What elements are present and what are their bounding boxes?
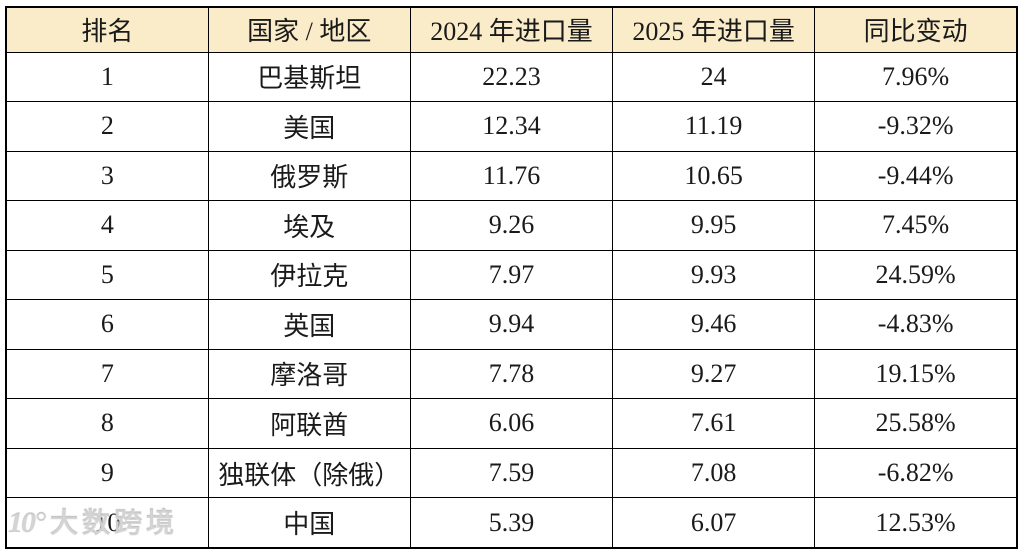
country-cell: 摩洛哥 [207,348,411,400]
imports-2024-cell: 9.94 [409,299,614,350]
imports-ranking-table: 排名 国家 / 地区 2024 年进口量 2025 年进口量 同比变动 1 巴基斯… [5,6,1018,549]
imports-2024-cell: 22.23 [409,51,614,103]
yoy-change-cell: -9.44% [814,150,1018,202]
imports-2024-cell: 5.39 [409,497,614,549]
country-cell: 巴基斯坦 [207,51,411,103]
imports-2025-cell: 9.95 [612,200,816,251]
imports-2024-cell: 6.06 [409,398,614,449]
imports-2025-cell: 9.27 [612,348,816,400]
table-row: 2 美国 12.34 11.19 -9.32% [5,101,1018,152]
table-header: 排名 国家 / 地区 2024 年进口量 2025 年进口量 同比变动 [5,6,1018,53]
imports-2025-cell: 7.08 [612,447,816,499]
rank-cell: 2 [5,101,209,152]
rank-cell: 3 [5,150,209,202]
imports-2025-cell: 9.46 [612,299,816,350]
column-header-yoy-change: 同比变动 [814,6,1018,53]
rank-cell: 10 [5,497,209,549]
imports-2025-cell: 7.61 [612,398,816,449]
rank-cell: 4 [5,200,209,251]
country-cell: 中国 [207,497,411,549]
table-row: 8 阿联酋 6.06 7.61 25.58% [5,398,1018,449]
table-body: 1 巴基斯坦 22.23 24 7.96% 2 美国 12.34 11.19 -9.32% 3 俄罗斯… [5,51,1018,549]
imports-2025-cell: 9.93 [612,249,816,301]
imports-2024-cell: 7.97 [409,249,614,301]
table-row: 7 摩洛哥 7.78 9.27 19.15% [5,348,1018,400]
rank-cell: 5 [5,249,209,301]
rank-cell: 7 [5,348,209,400]
table-row: 6 英国 9.94 9.46 -4.83% [5,299,1018,350]
yoy-change-cell: 7.45% [814,200,1018,251]
yoy-change-cell: 25.58% [814,398,1018,449]
rank-cell: 6 [5,299,209,350]
table-row: 5 伊拉克 7.97 9.93 24.59% [5,249,1018,301]
yoy-change-cell: -4.83% [814,299,1018,350]
imports-2024-cell: 12.34 [409,101,614,152]
table-row: 4 埃及 9.26 9.95 7.45% [5,200,1018,251]
country-cell: 埃及 [207,200,411,251]
table-row: 3 俄罗斯 11.76 10.65 -9.44% [5,150,1018,202]
imports-2024-cell: 7.59 [409,447,614,499]
imports-2025-cell: 24 [612,51,816,103]
column-header-imports-2025: 2025 年进口量 [612,6,816,53]
column-header-imports-2024: 2024 年进口量 [409,6,614,53]
yoy-change-cell: 7.96% [814,51,1018,103]
imports-2025-cell: 6.07 [612,497,816,549]
yoy-change-cell: -6.82% [814,447,1018,499]
column-header-country: 国家 / 地区 [207,6,411,53]
country-cell: 英国 [207,299,411,350]
country-cell: 俄罗斯 [207,150,411,202]
table-header-row: 排名 国家 / 地区 2024 年进口量 2025 年进口量 同比变动 [5,6,1018,53]
country-cell: 伊拉克 [207,249,411,301]
column-header-rank: 排名 [5,6,209,53]
imports-2024-cell: 9.26 [409,200,614,251]
yoy-change-cell: 24.59% [814,249,1018,301]
table-row: 9 独联体（除俄） 7.59 7.08 -6.82% [5,447,1018,499]
imports-2025-cell: 10.65 [612,150,816,202]
table-row: 1 巴基斯坦 22.23 24 7.96% [5,51,1018,103]
country-cell: 独联体（除俄） [207,447,411,499]
imports-2025-cell: 11.19 [612,101,816,152]
yoy-change-cell: 19.15% [814,348,1018,400]
rank-cell: 9 [5,447,209,499]
country-cell: 阿联酋 [207,398,411,449]
rank-cell: 8 [5,398,209,449]
imports-2024-cell: 7.78 [409,348,614,400]
imports-2024-cell: 11.76 [409,150,614,202]
rank-cell: 1 [5,51,209,103]
yoy-change-cell: -9.32% [814,101,1018,152]
yoy-change-cell: 12.53% [814,497,1018,549]
table-row: 10 中国 5.39 6.07 12.53% [5,497,1018,549]
country-cell: 美国 [207,101,411,152]
